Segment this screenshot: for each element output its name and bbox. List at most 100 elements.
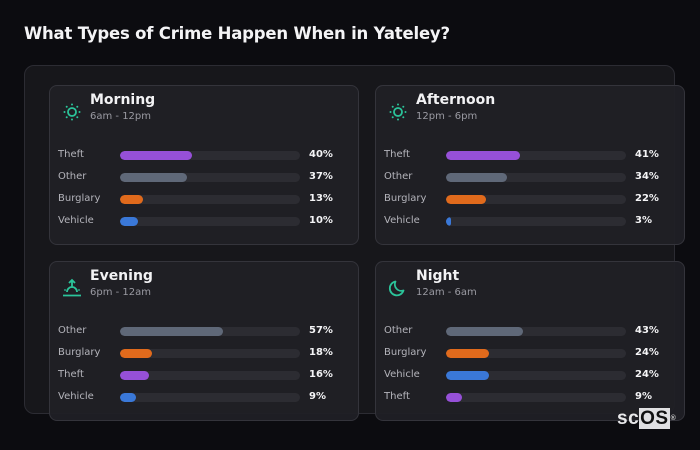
category-label: Other: [384, 171, 413, 182]
bar-fill: [120, 393, 137, 402]
bar-row: Other 57%: [50, 324, 358, 338]
card-night: Night 12am - 6am Other 43% Burglary 24% V…: [375, 261, 685, 421]
bar-fill: [120, 371, 149, 380]
period-range: 12pm - 6pm: [416, 111, 478, 122]
bar-row: Burglary 18%: [50, 346, 358, 360]
bar-row: Theft 16%: [50, 368, 358, 382]
bar-row: Other 43%: [376, 324, 684, 338]
bar-row: Burglary 22%: [376, 192, 684, 206]
bar-fill: [120, 151, 192, 160]
bar-track: [120, 195, 300, 204]
bar-track: [446, 195, 626, 204]
bar-track: [446, 151, 626, 160]
category-label: Other: [384, 325, 413, 336]
bar-fill: [446, 151, 520, 160]
percent-value: 9%: [635, 391, 652, 402]
bar-row: Vehicle 3%: [376, 214, 684, 228]
bar-fill: [446, 393, 463, 402]
bar-fill: [446, 371, 490, 380]
bar-fill: [120, 195, 144, 204]
bar-row: Vehicle 10%: [50, 214, 358, 228]
card-morning: Morning 6am - 12pm Theft 40% Other 37% Bu…: [49, 85, 359, 245]
bar-row: Other 34%: [376, 170, 684, 184]
category-label: Theft: [58, 149, 84, 160]
bar-fill: [446, 173, 508, 182]
sun-icon: [388, 102, 408, 122]
moon-icon: [388, 278, 408, 298]
percent-value: 24%: [635, 347, 659, 358]
bar-track: [120, 151, 300, 160]
percent-value: 16%: [309, 369, 333, 380]
bar-row: Other 37%: [50, 170, 358, 184]
percent-value: 24%: [635, 369, 659, 380]
bar-row: Theft 40%: [50, 148, 358, 162]
percent-value: 41%: [635, 149, 659, 160]
bar-fill: [120, 217, 138, 226]
bar-row: Theft 9%: [376, 390, 684, 404]
category-label: Other: [58, 171, 87, 182]
category-label: Burglary: [58, 347, 101, 358]
bar-track: [446, 371, 626, 380]
category-label: Vehicle: [384, 369, 420, 380]
bar-fill: [446, 327, 524, 336]
bar-fill: [120, 327, 223, 336]
category-label: Burglary: [384, 193, 427, 204]
bar-track: [446, 327, 626, 336]
percent-value: 43%: [635, 325, 659, 336]
bar-track: [120, 371, 300, 380]
period-range: 6am - 12pm: [90, 111, 152, 122]
percent-value: 9%: [309, 391, 326, 402]
bar-track: [446, 217, 626, 226]
bar-track: [446, 393, 626, 402]
bar-track: [120, 349, 300, 358]
sun-icon: [62, 102, 82, 122]
bar-track: [120, 327, 300, 336]
category-label: Theft: [384, 391, 410, 402]
period-name: Evening: [90, 268, 153, 284]
percent-value: 18%: [309, 347, 333, 358]
period-name: Morning: [90, 92, 156, 108]
bar-fill: [446, 195, 486, 204]
category-label: Vehicle: [58, 215, 94, 226]
bar-row: Vehicle 9%: [50, 390, 358, 404]
category-label: Theft: [384, 149, 410, 160]
period-name: Night: [416, 268, 460, 284]
period-name: Afternoon: [416, 92, 496, 108]
bar-fill: [446, 349, 490, 358]
logo-sc: sc: [617, 408, 640, 429]
percent-value: 40%: [309, 149, 333, 160]
bar-fill: [446, 217, 452, 226]
bar-fill: [120, 173, 187, 182]
logo-os: OS: [639, 408, 670, 429]
percent-value: 13%: [309, 193, 333, 204]
logo-registered: ®: [670, 415, 677, 422]
bar-track: [120, 393, 300, 402]
category-label: Vehicle: [384, 215, 420, 226]
bar-row: Burglary 13%: [50, 192, 358, 206]
bar-row: Burglary 24%: [376, 346, 684, 360]
sunset-icon: [62, 278, 82, 298]
bar-row: Vehicle 24%: [376, 368, 684, 382]
card-afternoon: Afternoon 12pm - 6pm Theft 41% Other 34% …: [375, 85, 685, 245]
category-label: Other: [58, 325, 87, 336]
period-range: 12am - 6am: [416, 287, 477, 298]
period-range: 6pm - 12am: [90, 287, 152, 298]
percent-value: 3%: [635, 215, 652, 226]
bar-track: [120, 173, 300, 182]
scos-logo: scOS ®: [617, 408, 677, 429]
percent-value: 22%: [635, 193, 659, 204]
bar-track: [446, 349, 626, 358]
category-label: Burglary: [58, 193, 101, 204]
page-title: What Types of Crime Happen When in Yatel…: [24, 24, 450, 43]
bar-row: Theft 41%: [376, 148, 684, 162]
percent-value: 34%: [635, 171, 659, 182]
card-evening: Evening 6pm - 12am Other 57% Burglary 18%…: [49, 261, 359, 421]
percent-value: 57%: [309, 325, 333, 336]
bar-track: [446, 173, 626, 182]
bar-fill: [120, 349, 153, 358]
bar-track: [120, 217, 300, 226]
category-label: Theft: [58, 369, 84, 380]
percent-value: 37%: [309, 171, 333, 182]
percent-value: 10%: [309, 215, 333, 226]
category-label: Burglary: [384, 347, 427, 358]
